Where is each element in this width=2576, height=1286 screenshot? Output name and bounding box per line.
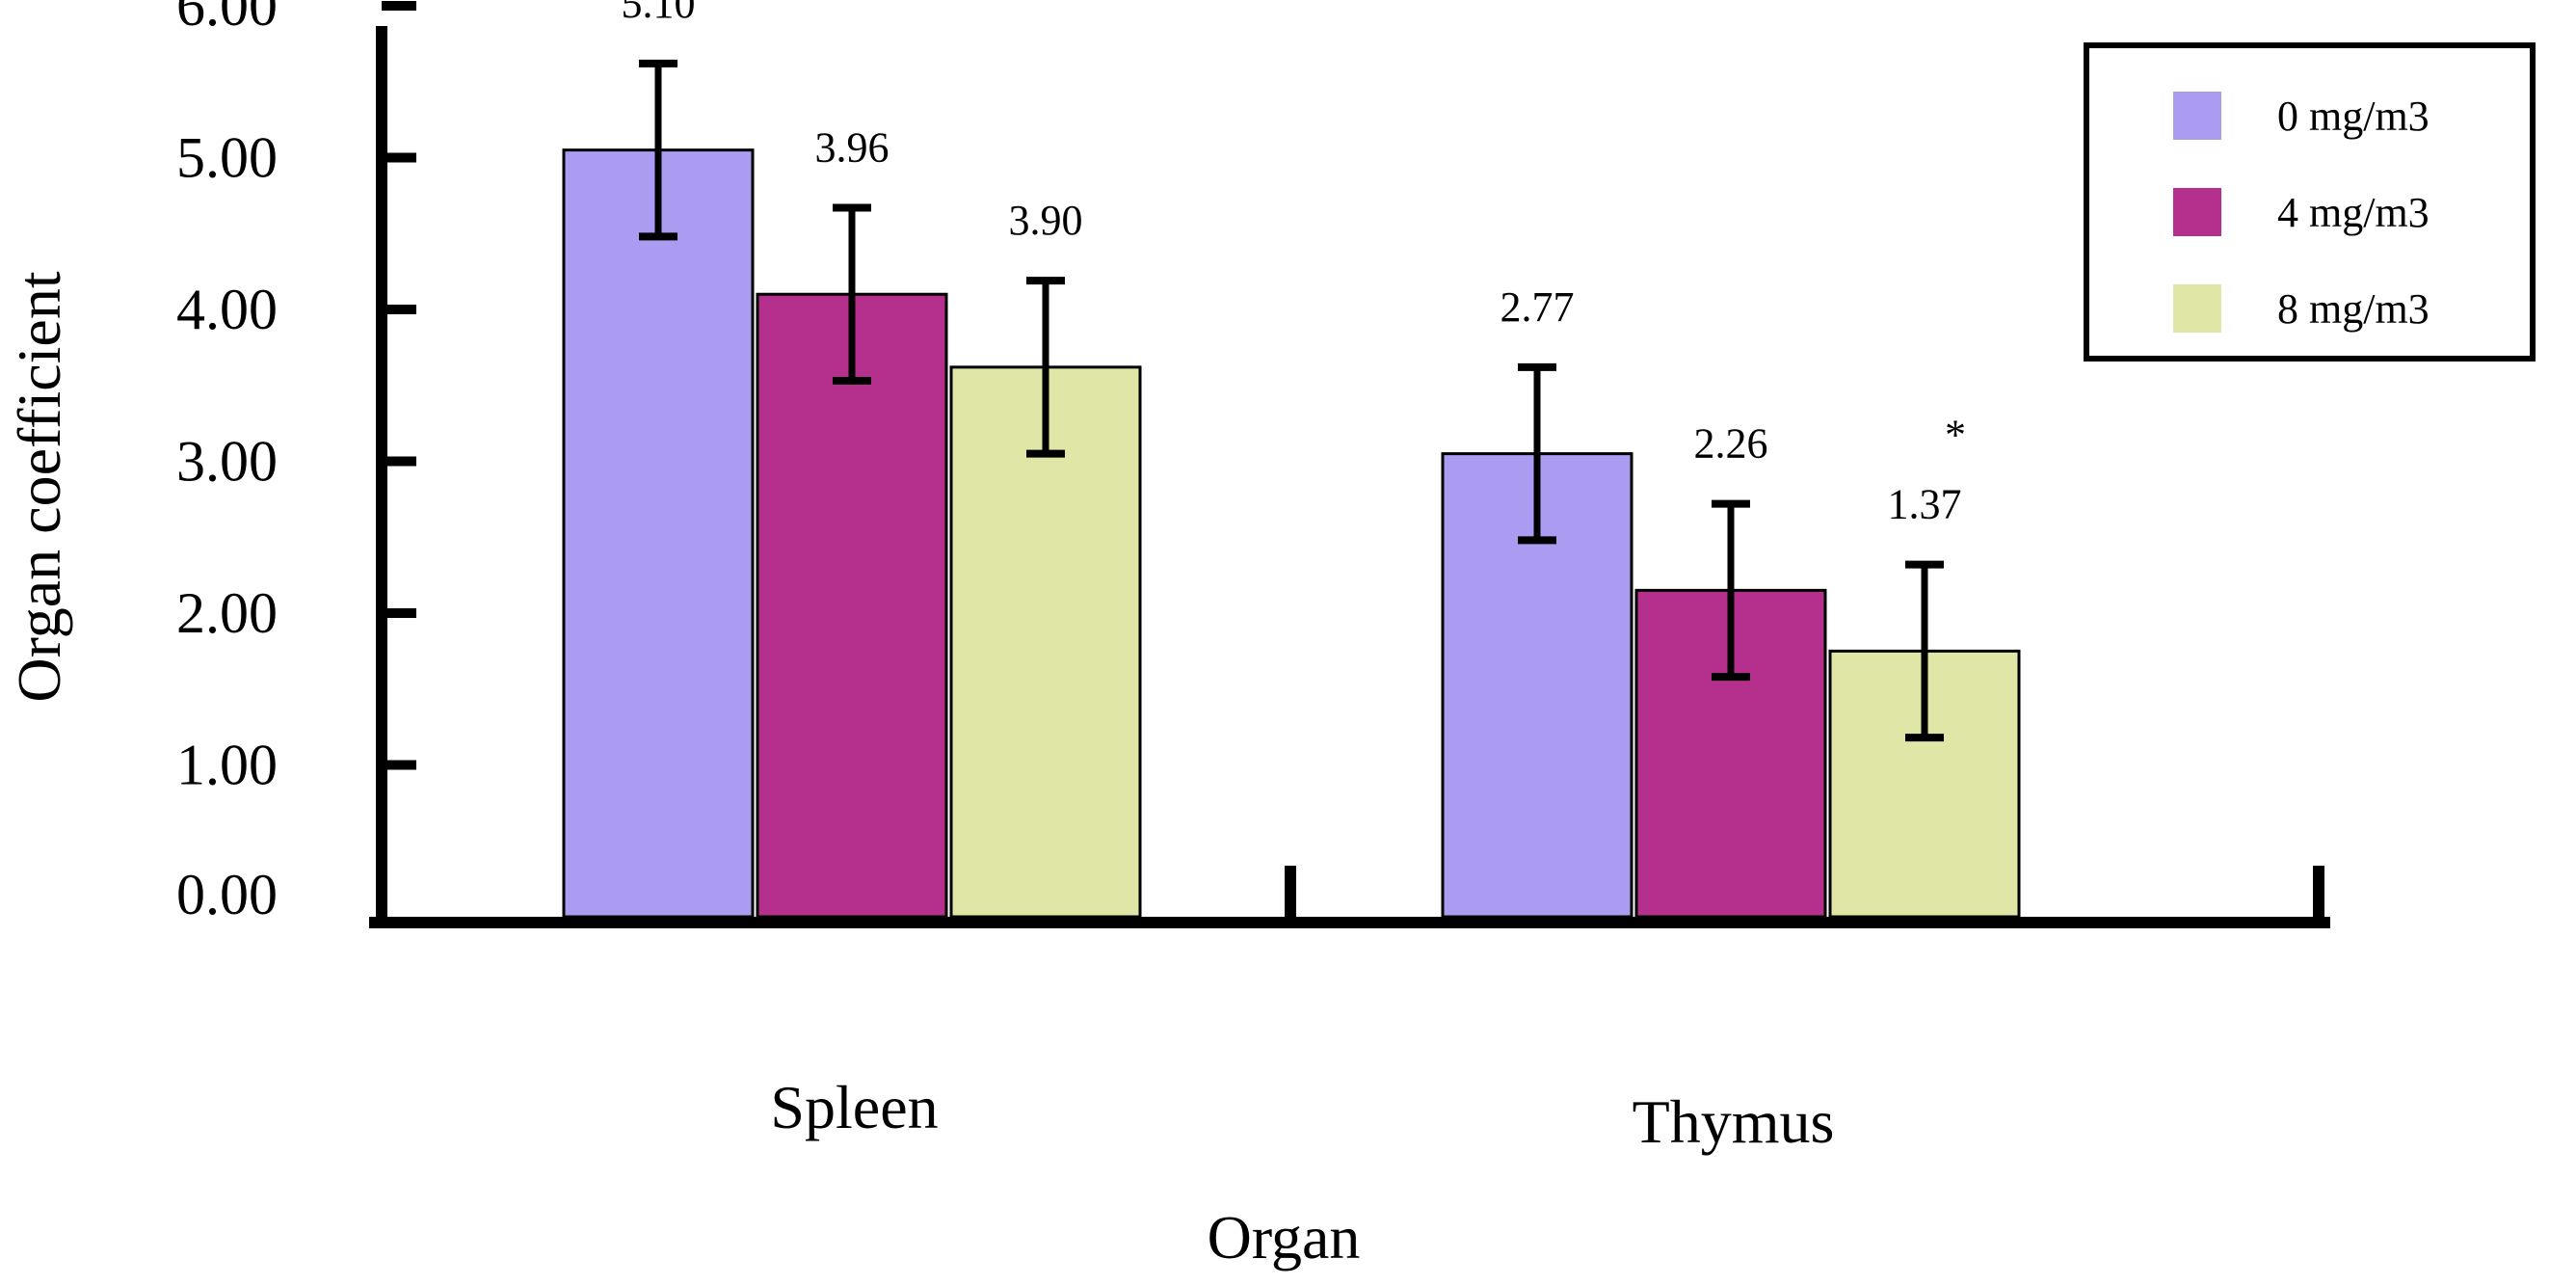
legend-swatch <box>2173 188 2221 236</box>
legend-box <box>2084 42 2536 362</box>
data-label: 2.77 <box>1500 283 1575 331</box>
y-tick-label: 3.00 <box>176 430 278 494</box>
legend-label: 0 mg/m3 <box>2277 93 2430 140</box>
bar-spleen-0 <box>562 148 755 919</box>
y-tick-label: 4.00 <box>176 278 278 341</box>
y-tick-label: 6.00 <box>176 0 278 38</box>
data-label: 3.90 <box>1009 197 1083 244</box>
legend-label: 8 mg/m3 <box>2277 285 2430 333</box>
category-label-spleen: Spleen <box>770 1073 938 1141</box>
data-label: 3.96 <box>815 123 890 171</box>
category-labels: Spleen Thymus <box>770 1073 1834 1156</box>
y-axis-title: Organ coefficient <box>5 271 73 702</box>
legend-swatch <box>2173 92 2221 140</box>
bar-thymus-1 <box>1634 588 1827 919</box>
x-axis <box>369 866 2330 928</box>
y-tick-label: 0.00 <box>176 863 278 926</box>
data-label: 2.26 <box>1694 420 1768 468</box>
x-axis-title: Organ <box>1208 1203 1361 1272</box>
y-tick-label: 2.00 <box>176 581 278 645</box>
significance-marker: * <box>1945 412 1966 459</box>
data-label: 1.37 <box>1888 481 1962 528</box>
y-tick-label: 5.00 <box>176 126 278 190</box>
bar-spleen-1 <box>756 292 948 919</box>
bars <box>562 148 2021 919</box>
legend-label: 4 mg/m3 <box>2277 189 2430 236</box>
legend-swatch <box>2173 284 2221 333</box>
y-axis: 0.00 1.00 2.00 3.00 4.00 5.00 6.00 <box>176 0 416 926</box>
y-tick-label: 1.00 <box>176 734 278 797</box>
value-labels: 5.10 3.96 3.90 2.77 2.26 1.37 * <box>622 0 1967 528</box>
category-label-thymus: Thymus <box>1633 1087 1835 1156</box>
legend: 0 mg/m3 4 mg/m3 8 mg/m3 <box>2084 42 2536 362</box>
data-label: 5.10 <box>622 0 696 27</box>
error-bars <box>639 59 1944 742</box>
